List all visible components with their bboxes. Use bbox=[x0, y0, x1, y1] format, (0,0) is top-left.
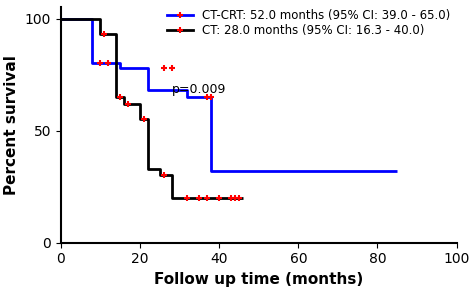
X-axis label: Follow up time (months): Follow up time (months) bbox=[154, 272, 364, 287]
Text: p=0.009: p=0.009 bbox=[172, 83, 226, 96]
Y-axis label: Percent survival: Percent survival bbox=[4, 55, 19, 195]
Legend: CT-CRT: 52.0 months (95% CI: 39.0 - 65.0), CT: 28.0 months (95% CI: 16.3 - 40.0): CT-CRT: 52.0 months (95% CI: 39.0 - 65.0… bbox=[163, 4, 456, 42]
